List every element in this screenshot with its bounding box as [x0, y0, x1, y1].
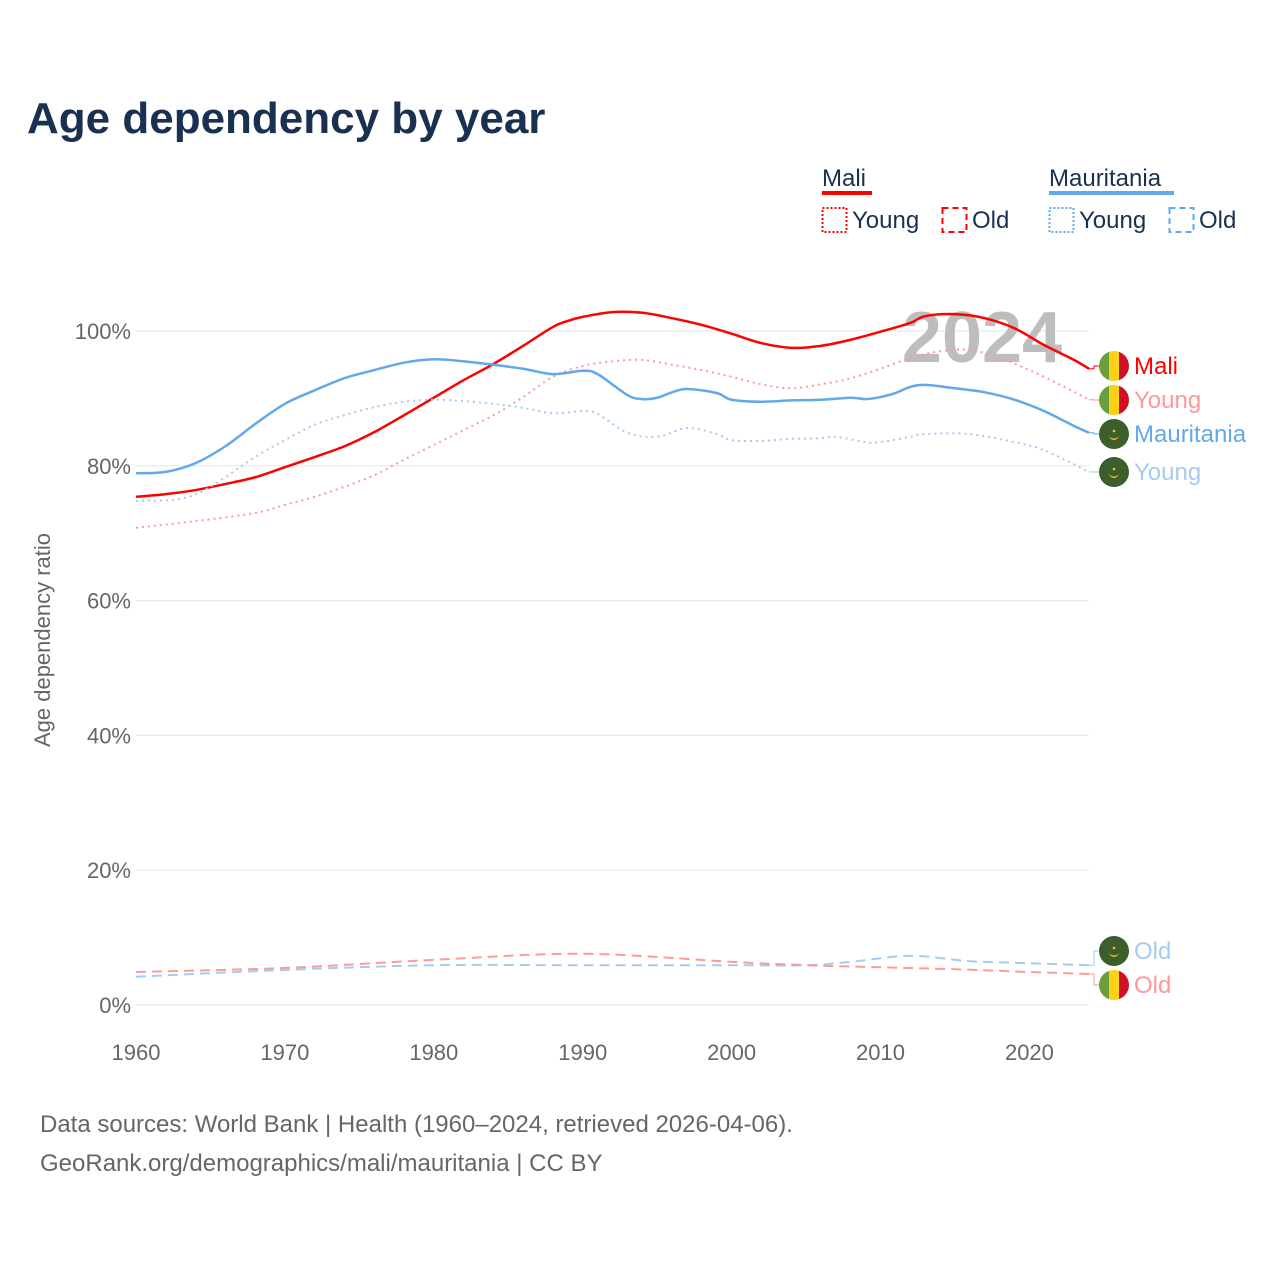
legend-item-old[interactable]: Old: [1199, 207, 1236, 234]
footer-sources: Data sources: World Bank | Health (1960–…: [40, 1111, 793, 1138]
legend-young-swatch: [823, 208, 847, 232]
series-line-mauritania-old: [136, 956, 1089, 977]
end-label: Old: [1134, 972, 1171, 999]
x-tick-label: 1960: [112, 1040, 161, 1065]
end-label: Mali: [1134, 353, 1178, 380]
end-label: Mauritania: [1134, 421, 1247, 448]
mauritania-flag-icon: [1099, 936, 1129, 966]
legend-swatch: [1049, 191, 1174, 195]
footer-link[interactable]: GeoRank.org/demographics/mali/mauritania…: [40, 1150, 602, 1177]
x-tick-label: 2020: [1005, 1040, 1054, 1065]
x-tick-label: 1970: [260, 1040, 309, 1065]
legend-item-young[interactable]: Young: [852, 207, 919, 234]
label-connector: [1089, 974, 1099, 985]
label-connector: [1089, 951, 1099, 965]
label-connector: [1089, 366, 1099, 369]
y-tick-label: 60%: [87, 589, 131, 614]
x-tick-label: 2010: [856, 1040, 905, 1065]
legend-item-old[interactable]: Old: [972, 207, 1009, 234]
legend-group-mauritania[interactable]: Mauritania: [1049, 165, 1162, 192]
legend-old-swatch: [1170, 208, 1194, 232]
label-connector: [1089, 433, 1099, 434]
mauritania-flag-icon: [1099, 457, 1129, 487]
legend-swatch: [822, 191, 872, 195]
mali-flag-icon: [1099, 351, 1129, 381]
x-tick-label: 1990: [558, 1040, 607, 1065]
series-line-mauritania-young: [136, 400, 1089, 501]
x-tick-label: 2000: [707, 1040, 756, 1065]
y-tick-label: 20%: [87, 858, 131, 883]
y-tick-label: 100%: [75, 319, 131, 344]
legend: Mali Young Old Mauritania Young Old: [822, 165, 1236, 234]
chart-title: Age dependency by year: [27, 94, 545, 143]
y-axis-label: Age dependency ratio: [30, 533, 55, 747]
grid: 0% 20% 40% 60% 80% 100% 1960 1970 1980 1990 2000 20…: [75, 319, 1089, 1065]
year-watermark: 2024: [902, 298, 1062, 378]
end-label: Young: [1134, 387, 1201, 414]
mali-flag-icon: [1099, 385, 1129, 415]
legend-young-swatch: [1050, 208, 1074, 232]
end-label: Young: [1134, 459, 1201, 486]
y-tick-label: 0%: [99, 993, 131, 1018]
legend-group-mali[interactable]: Mali: [822, 165, 866, 192]
series-line-mali-old: [136, 954, 1089, 974]
end-labels: Mali Young Mauritania Young Old Old: [1089, 351, 1247, 1000]
x-tick-label: 1980: [409, 1040, 458, 1065]
mali-flag-icon: [1099, 970, 1129, 1000]
mauritania-flag-icon: [1099, 419, 1129, 449]
series-lines: [136, 312, 1089, 977]
legend-old-swatch: [943, 208, 967, 232]
legend-item-young[interactable]: Young: [1079, 207, 1146, 234]
y-tick-label: 80%: [87, 454, 131, 479]
y-tick-label: 40%: [87, 723, 131, 748]
end-label: Old: [1134, 938, 1171, 965]
